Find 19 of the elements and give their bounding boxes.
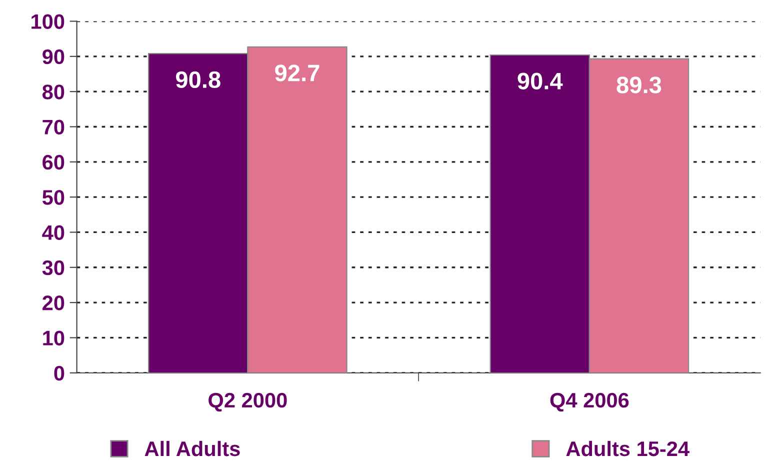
y-tick-label: 20: [42, 296, 64, 310]
y-tick-label: 10: [43, 330, 64, 346]
data-label: 90.4: [518, 72, 563, 90]
data-label: 89.3: [616, 76, 662, 94]
y-tick-label: 50: [42, 190, 64, 205]
data-label: 90.8: [176, 71, 220, 88]
y-tick-label: 40: [42, 225, 64, 240]
y-tick-label: 30: [42, 260, 64, 276]
y-tick-label: 90: [42, 49, 64, 64]
y-tick-label: 70: [42, 120, 64, 134]
y-tick-label: 100: [32, 14, 64, 29]
y-tick-label: 0: [54, 366, 64, 381]
legend-label: All Adults: [144, 440, 240, 456]
y-tick-label: 60: [42, 154, 64, 170]
y-tick-label: 80: [42, 84, 64, 100]
data-label: 92.7: [275, 64, 320, 82]
x-tick-label: Q2 2000: [208, 392, 287, 412]
legend-label: Adults 15-24: [566, 440, 690, 456]
x-tick-label: Q4 2006: [550, 392, 629, 412]
